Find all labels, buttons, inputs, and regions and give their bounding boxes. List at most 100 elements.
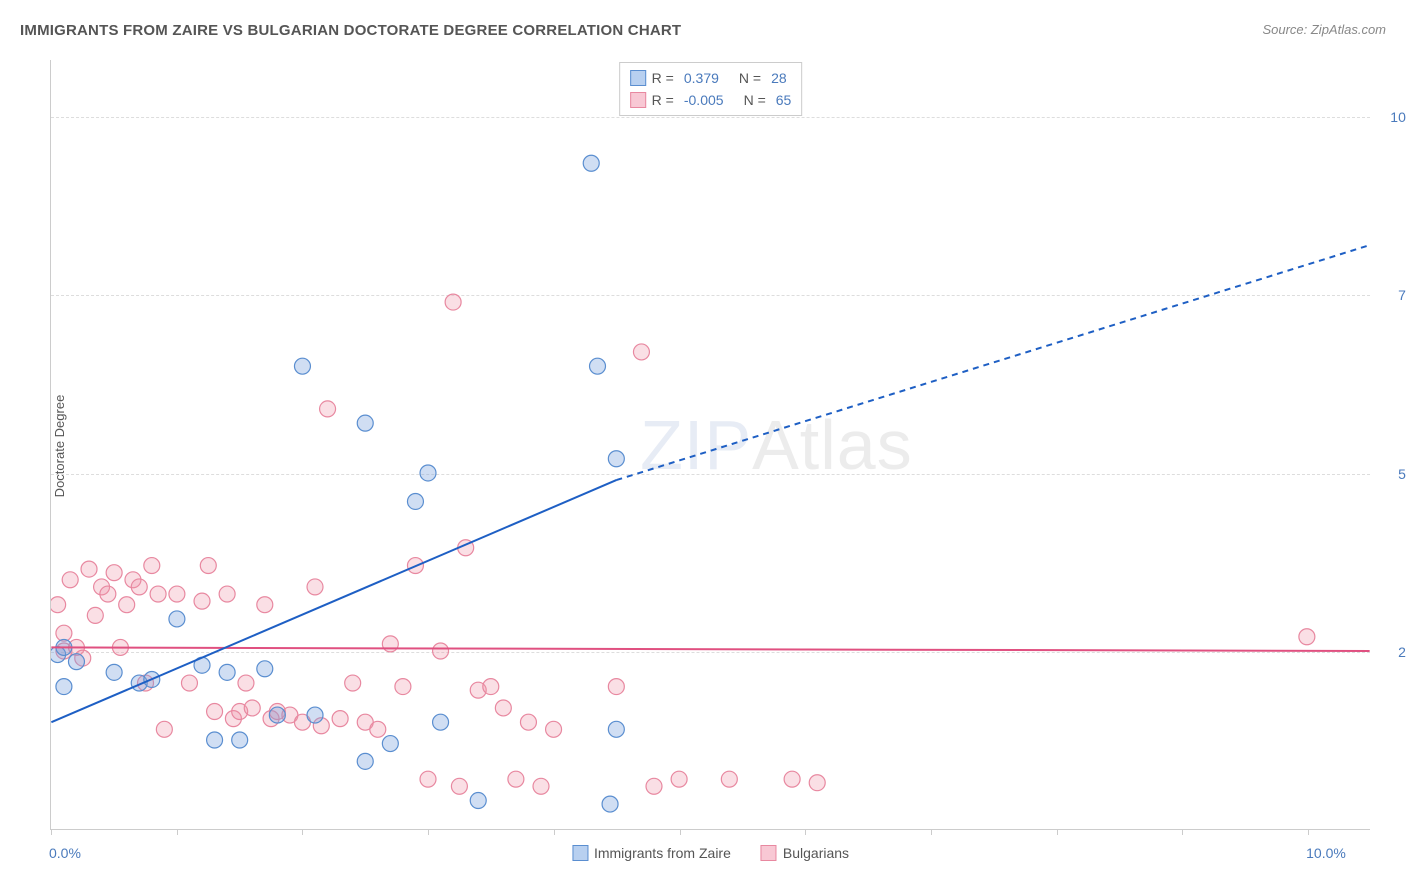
data-point-zaire [68, 654, 84, 670]
data-point-bulgarians [207, 704, 223, 720]
data-point-zaire [608, 451, 624, 467]
data-point-zaire [608, 721, 624, 737]
data-point-zaire [602, 796, 618, 812]
data-point-bulgarians [345, 675, 361, 691]
data-point-zaire [590, 358, 606, 374]
data-point-bulgarians [382, 636, 398, 652]
data-point-bulgarians [809, 775, 825, 791]
data-point-bulgarians [56, 625, 72, 641]
data-point-bulgarians [131, 579, 147, 595]
data-point-bulgarians [483, 679, 499, 695]
data-point-bulgarians [533, 778, 549, 794]
legend-n-label: N = [739, 67, 761, 89]
data-point-bulgarians [307, 579, 323, 595]
data-point-bulgarians [119, 597, 135, 613]
data-point-zaire [219, 664, 235, 680]
data-point-bulgarians [51, 597, 66, 613]
plot-area: ZIPAtlas R = 0.379 N = 28 R = -0.005 N =… [50, 60, 1370, 830]
swatch-zaire [630, 70, 646, 86]
data-point-zaire [294, 358, 310, 374]
legend-r-label: R = [652, 67, 674, 89]
swatch-zaire-bottom [572, 845, 588, 861]
x-tick-label: 0.0% [49, 845, 81, 861]
data-point-bulgarians [194, 593, 210, 609]
chart-svg [51, 60, 1370, 829]
data-point-bulgarians [181, 675, 197, 691]
data-point-bulgarians [671, 771, 687, 787]
data-point-bulgarians [608, 679, 624, 695]
legend-r-label-2: R = [652, 89, 674, 111]
data-point-bulgarians [445, 294, 461, 310]
trendline-bulgarians [51, 647, 1369, 651]
data-point-bulgarians [156, 721, 172, 737]
trendline-zaire-solid [51, 480, 616, 722]
data-point-zaire [269, 707, 285, 723]
x-tick-mark [177, 829, 178, 835]
data-point-bulgarians [81, 561, 97, 577]
source-attribution: Source: ZipAtlas.com [1262, 22, 1386, 37]
data-point-zaire [232, 732, 248, 748]
x-tick-mark [302, 829, 303, 835]
y-tick-label: 10.0% [1390, 109, 1406, 125]
x-tick-mark [428, 829, 429, 835]
x-tick-mark [805, 829, 806, 835]
data-point-bulgarians [420, 771, 436, 787]
bottom-legend: Immigrants from Zaire Bulgarians [572, 845, 849, 861]
bottom-legend-bulgarians: Bulgarians [761, 845, 849, 861]
data-point-zaire [407, 493, 423, 509]
data-point-bulgarians [395, 679, 411, 695]
legend-n-bulgarians: 65 [776, 89, 792, 111]
data-point-bulgarians [169, 586, 185, 602]
data-point-bulgarians [257, 597, 273, 613]
data-point-bulgarians [546, 721, 562, 737]
data-point-zaire [470, 793, 486, 809]
y-tick-label: 2.5% [1398, 644, 1406, 660]
x-tick-mark [1057, 829, 1058, 835]
data-point-bulgarians [100, 586, 116, 602]
data-point-zaire [307, 707, 323, 723]
data-point-zaire [382, 736, 398, 752]
x-tick-mark [1182, 829, 1183, 835]
data-point-bulgarians [144, 558, 160, 574]
chart-container: IMMIGRANTS FROM ZAIRE VS BULGARIAN DOCTO… [0, 0, 1406, 892]
x-tick-mark [554, 829, 555, 835]
legend-row-zaire: R = 0.379 N = 28 [630, 67, 792, 89]
data-point-bulgarians [62, 572, 78, 588]
data-point-bulgarians [633, 344, 649, 360]
data-point-bulgarians [200, 558, 216, 574]
data-point-bulgarians [451, 778, 467, 794]
trendline-zaire-dash [616, 245, 1369, 480]
data-point-bulgarians [646, 778, 662, 794]
data-point-bulgarians [238, 675, 254, 691]
data-point-zaire [169, 611, 185, 627]
data-point-zaire [357, 753, 373, 769]
data-point-zaire [433, 714, 449, 730]
data-point-bulgarians [520, 714, 536, 730]
x-tick-label: 10.0% [1306, 845, 1346, 861]
data-point-bulgarians [784, 771, 800, 787]
data-point-bulgarians [721, 771, 737, 787]
data-point-zaire [56, 679, 72, 695]
data-point-zaire [357, 415, 373, 431]
data-point-bulgarians [508, 771, 524, 787]
bottom-legend-zaire: Immigrants from Zaire [572, 845, 731, 861]
legend-n-zaire: 28 [771, 67, 787, 89]
data-point-bulgarians [87, 607, 103, 623]
data-point-bulgarians [219, 586, 235, 602]
legend-r-zaire: 0.379 [684, 67, 719, 89]
data-point-bulgarians [332, 711, 348, 727]
data-point-bulgarians [1299, 629, 1315, 645]
x-tick-mark [680, 829, 681, 835]
data-point-bulgarians [106, 565, 122, 581]
swatch-bulgarians [630, 92, 646, 108]
data-point-bulgarians [244, 700, 260, 716]
data-point-zaire [257, 661, 273, 677]
x-tick-mark [931, 829, 932, 835]
y-tick-label: 5.0% [1398, 466, 1406, 482]
bottom-legend-bulgarians-label: Bulgarians [783, 845, 849, 861]
data-point-zaire [207, 732, 223, 748]
chart-title: IMMIGRANTS FROM ZAIRE VS BULGARIAN DOCTO… [20, 22, 681, 39]
legend-r-bulgarians: -0.005 [684, 89, 724, 111]
correlation-legend: R = 0.379 N = 28 R = -0.005 N = 65 [619, 62, 803, 116]
data-point-bulgarians [433, 643, 449, 659]
